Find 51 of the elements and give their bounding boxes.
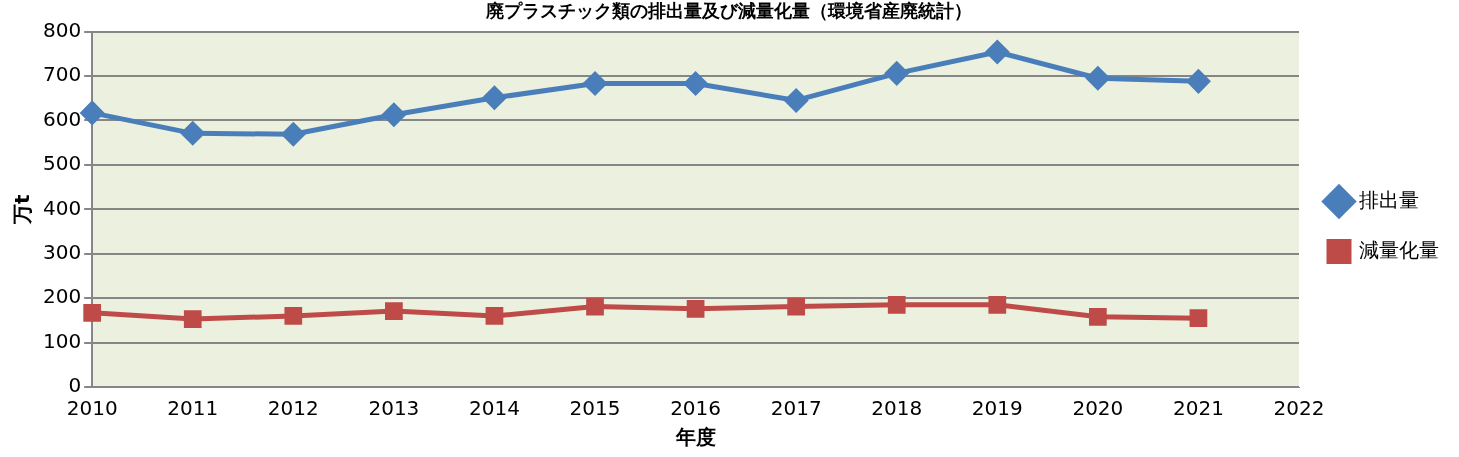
point	[482, 86, 506, 110]
y-tick-label: 0	[68, 373, 82, 398]
y-tick-label: 200	[42, 284, 82, 309]
y-tick-label: 300	[42, 239, 82, 264]
x-tick-label: 2012	[267, 396, 319, 421]
point	[485, 307, 504, 325]
y-tick-label: 500	[42, 151, 82, 176]
point	[1186, 69, 1210, 93]
point	[784, 88, 808, 112]
point	[382, 103, 406, 127]
point	[80, 101, 104, 125]
x-tick-label: 2015	[569, 396, 621, 421]
point	[988, 295, 1007, 314]
x-tick-label: 2016	[670, 396, 722, 421]
point	[586, 297, 604, 316]
point	[281, 122, 305, 146]
point	[686, 299, 705, 318]
y-tick-label: 100	[42, 328, 82, 353]
y-axis-title: 万t	[10, 194, 35, 226]
x-tick-label: 2010	[66, 396, 118, 421]
x-tick-label: 2018	[871, 396, 923, 421]
point	[385, 302, 403, 320]
point	[787, 297, 806, 316]
x-axis-title: 年度	[674, 425, 716, 450]
point	[885, 61, 909, 85]
x-tick-label: 2013	[368, 396, 420, 421]
point	[1086, 66, 1110, 90]
y-tick-label: 800	[42, 17, 82, 42]
x-tick-label: 2011	[167, 396, 219, 421]
point	[583, 72, 607, 96]
x-tick-label: 2017	[770, 396, 822, 421]
x-tick-label: 2014	[469, 396, 520, 421]
x-tick-label: 2021	[1172, 396, 1224, 421]
point	[284, 307, 303, 325]
point	[183, 310, 202, 328]
point	[985, 40, 1009, 64]
x-tick-label: 2022	[1273, 396, 1325, 421]
y-tick-label: 600	[42, 106, 82, 131]
chart-title: 廃プラスチック類の排出量及び減量化量（環境省産廃統計）	[484, 0, 972, 22]
point	[83, 303, 102, 322]
y-tick-label: 700	[42, 62, 82, 87]
point	[1189, 309, 1208, 328]
x-tick-label: 2019	[971, 396, 1023, 421]
point	[887, 295, 906, 314]
point	[1089, 307, 1107, 326]
legend-label: 減量化量	[1359, 237, 1439, 262]
x-tick-label: 2020	[1072, 396, 1124, 421]
y-tick-label: 400	[42, 195, 82, 220]
point	[181, 121, 205, 145]
legend-label: 排出量	[1359, 187, 1419, 212]
point	[684, 72, 708, 96]
